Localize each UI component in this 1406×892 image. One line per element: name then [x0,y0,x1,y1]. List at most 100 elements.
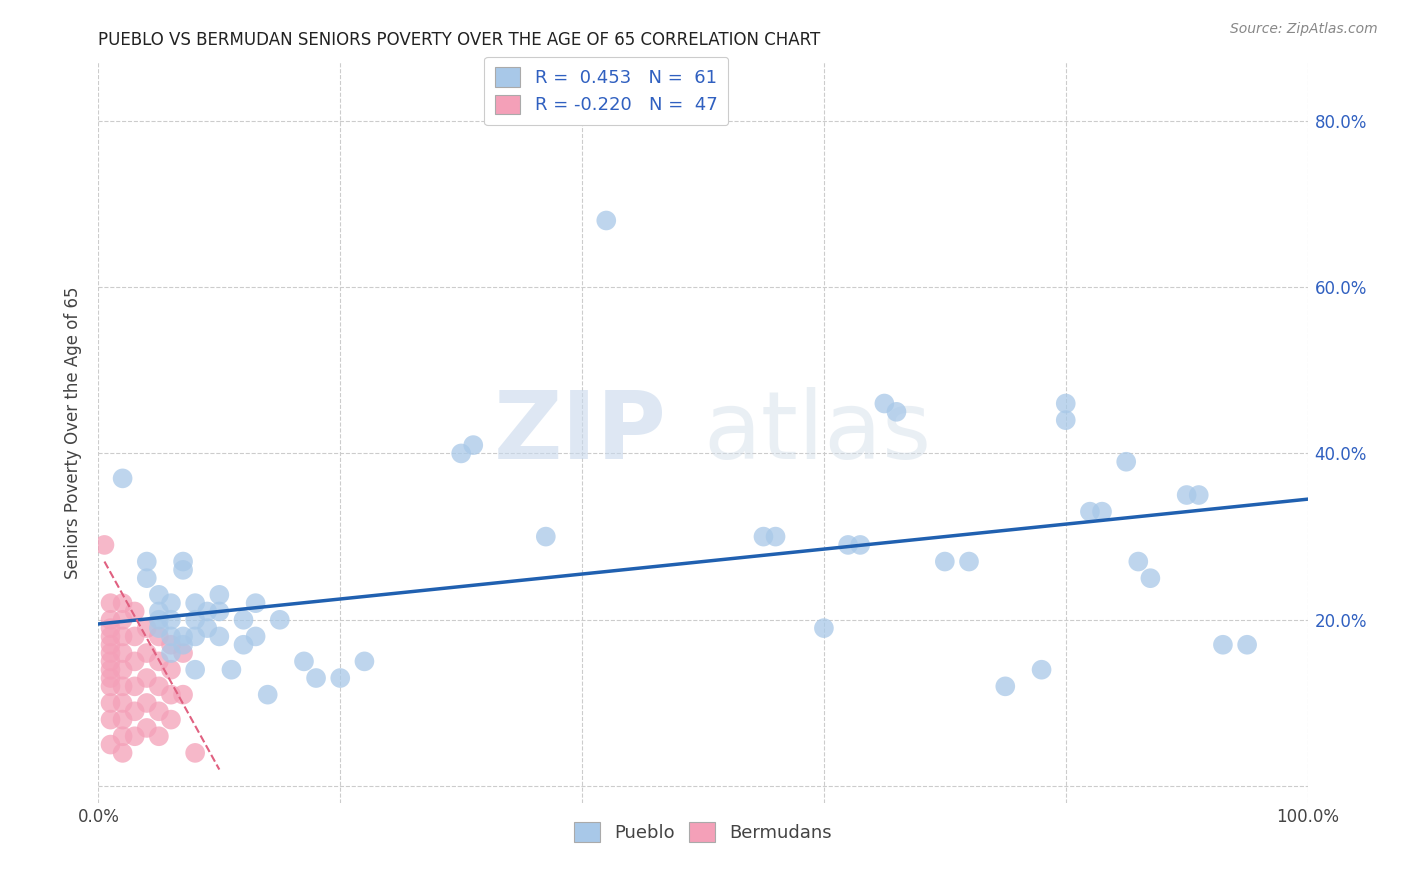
Point [172,688,194,702]
Point [111,713,134,727]
Point [245,629,267,643]
Point [172,555,194,569]
Point [813,621,835,635]
Point [1212,638,1234,652]
Point [124,729,146,743]
Point [100,679,122,693]
Point [184,596,207,610]
Point [957,555,980,569]
Point [135,696,157,710]
Point [208,588,231,602]
Point [195,605,218,619]
Point [1139,571,1161,585]
Point [184,613,207,627]
Point [172,638,194,652]
Point [148,654,170,668]
Point [172,629,194,643]
Point [765,530,787,544]
Point [1188,488,1211,502]
Point [100,621,122,635]
Point [160,638,183,652]
Point [269,613,291,627]
Legend: Pueblo, Bermudans: Pueblo, Bermudans [567,815,839,849]
Point [100,654,122,668]
Point [849,538,872,552]
Point [1115,455,1137,469]
Point [111,629,134,643]
Point [135,721,157,735]
Point [124,654,146,668]
Point [100,638,122,652]
Point [100,671,122,685]
Point [111,613,134,627]
Point [100,646,122,660]
Point [232,613,254,627]
Point [124,629,146,643]
Point [160,663,183,677]
Point [100,629,122,643]
Point [135,671,157,685]
Point [256,688,278,702]
Point [100,613,122,627]
Point [1054,396,1077,410]
Y-axis label: Seniors Poverty Over the Age of 65: Seniors Poverty Over the Age of 65 [65,286,83,579]
Point [1128,555,1150,569]
Point [135,646,157,660]
Point [1054,413,1077,427]
Point [450,446,472,460]
Text: Source: ZipAtlas.com: Source: ZipAtlas.com [1230,22,1378,37]
Point [184,629,207,643]
Point [111,646,134,660]
Point [160,646,183,660]
Point [1091,505,1114,519]
Point [111,729,134,743]
Point [100,596,122,610]
Point [752,530,775,544]
Point [837,538,859,552]
Point [111,679,134,693]
Point [172,646,194,660]
Point [353,654,375,668]
Point [135,571,157,585]
Text: PUEBLO VS BERMUDAN SENIORS POVERTY OVER THE AGE OF 65 CORRELATION CHART: PUEBLO VS BERMUDAN SENIORS POVERTY OVER … [98,31,821,49]
Point [135,621,157,635]
Point [100,738,122,752]
Point [148,704,170,718]
Point [1078,505,1101,519]
Point [195,621,218,635]
Point [160,713,183,727]
Point [93,538,115,552]
Point [148,629,170,643]
Point [886,405,908,419]
Point [534,530,557,544]
Point [172,563,194,577]
Point [463,438,485,452]
Point [184,663,207,677]
Point [160,596,183,610]
Point [1175,488,1198,502]
Point [292,654,315,668]
Point [221,663,243,677]
Point [245,596,267,610]
Point [100,713,122,727]
Point [1236,638,1258,652]
Point [208,629,231,643]
Point [111,746,134,760]
Point [160,688,183,702]
Point [160,629,183,643]
Point [124,679,146,693]
Point [111,696,134,710]
Point [184,746,207,760]
Point [148,679,170,693]
Text: ZIP: ZIP [494,386,666,479]
Point [160,613,183,627]
Point [124,704,146,718]
Point [232,638,254,652]
Point [148,605,170,619]
Point [111,596,134,610]
Point [148,729,170,743]
Point [595,213,617,227]
Point [111,663,134,677]
Point [100,696,122,710]
Point [994,679,1017,693]
